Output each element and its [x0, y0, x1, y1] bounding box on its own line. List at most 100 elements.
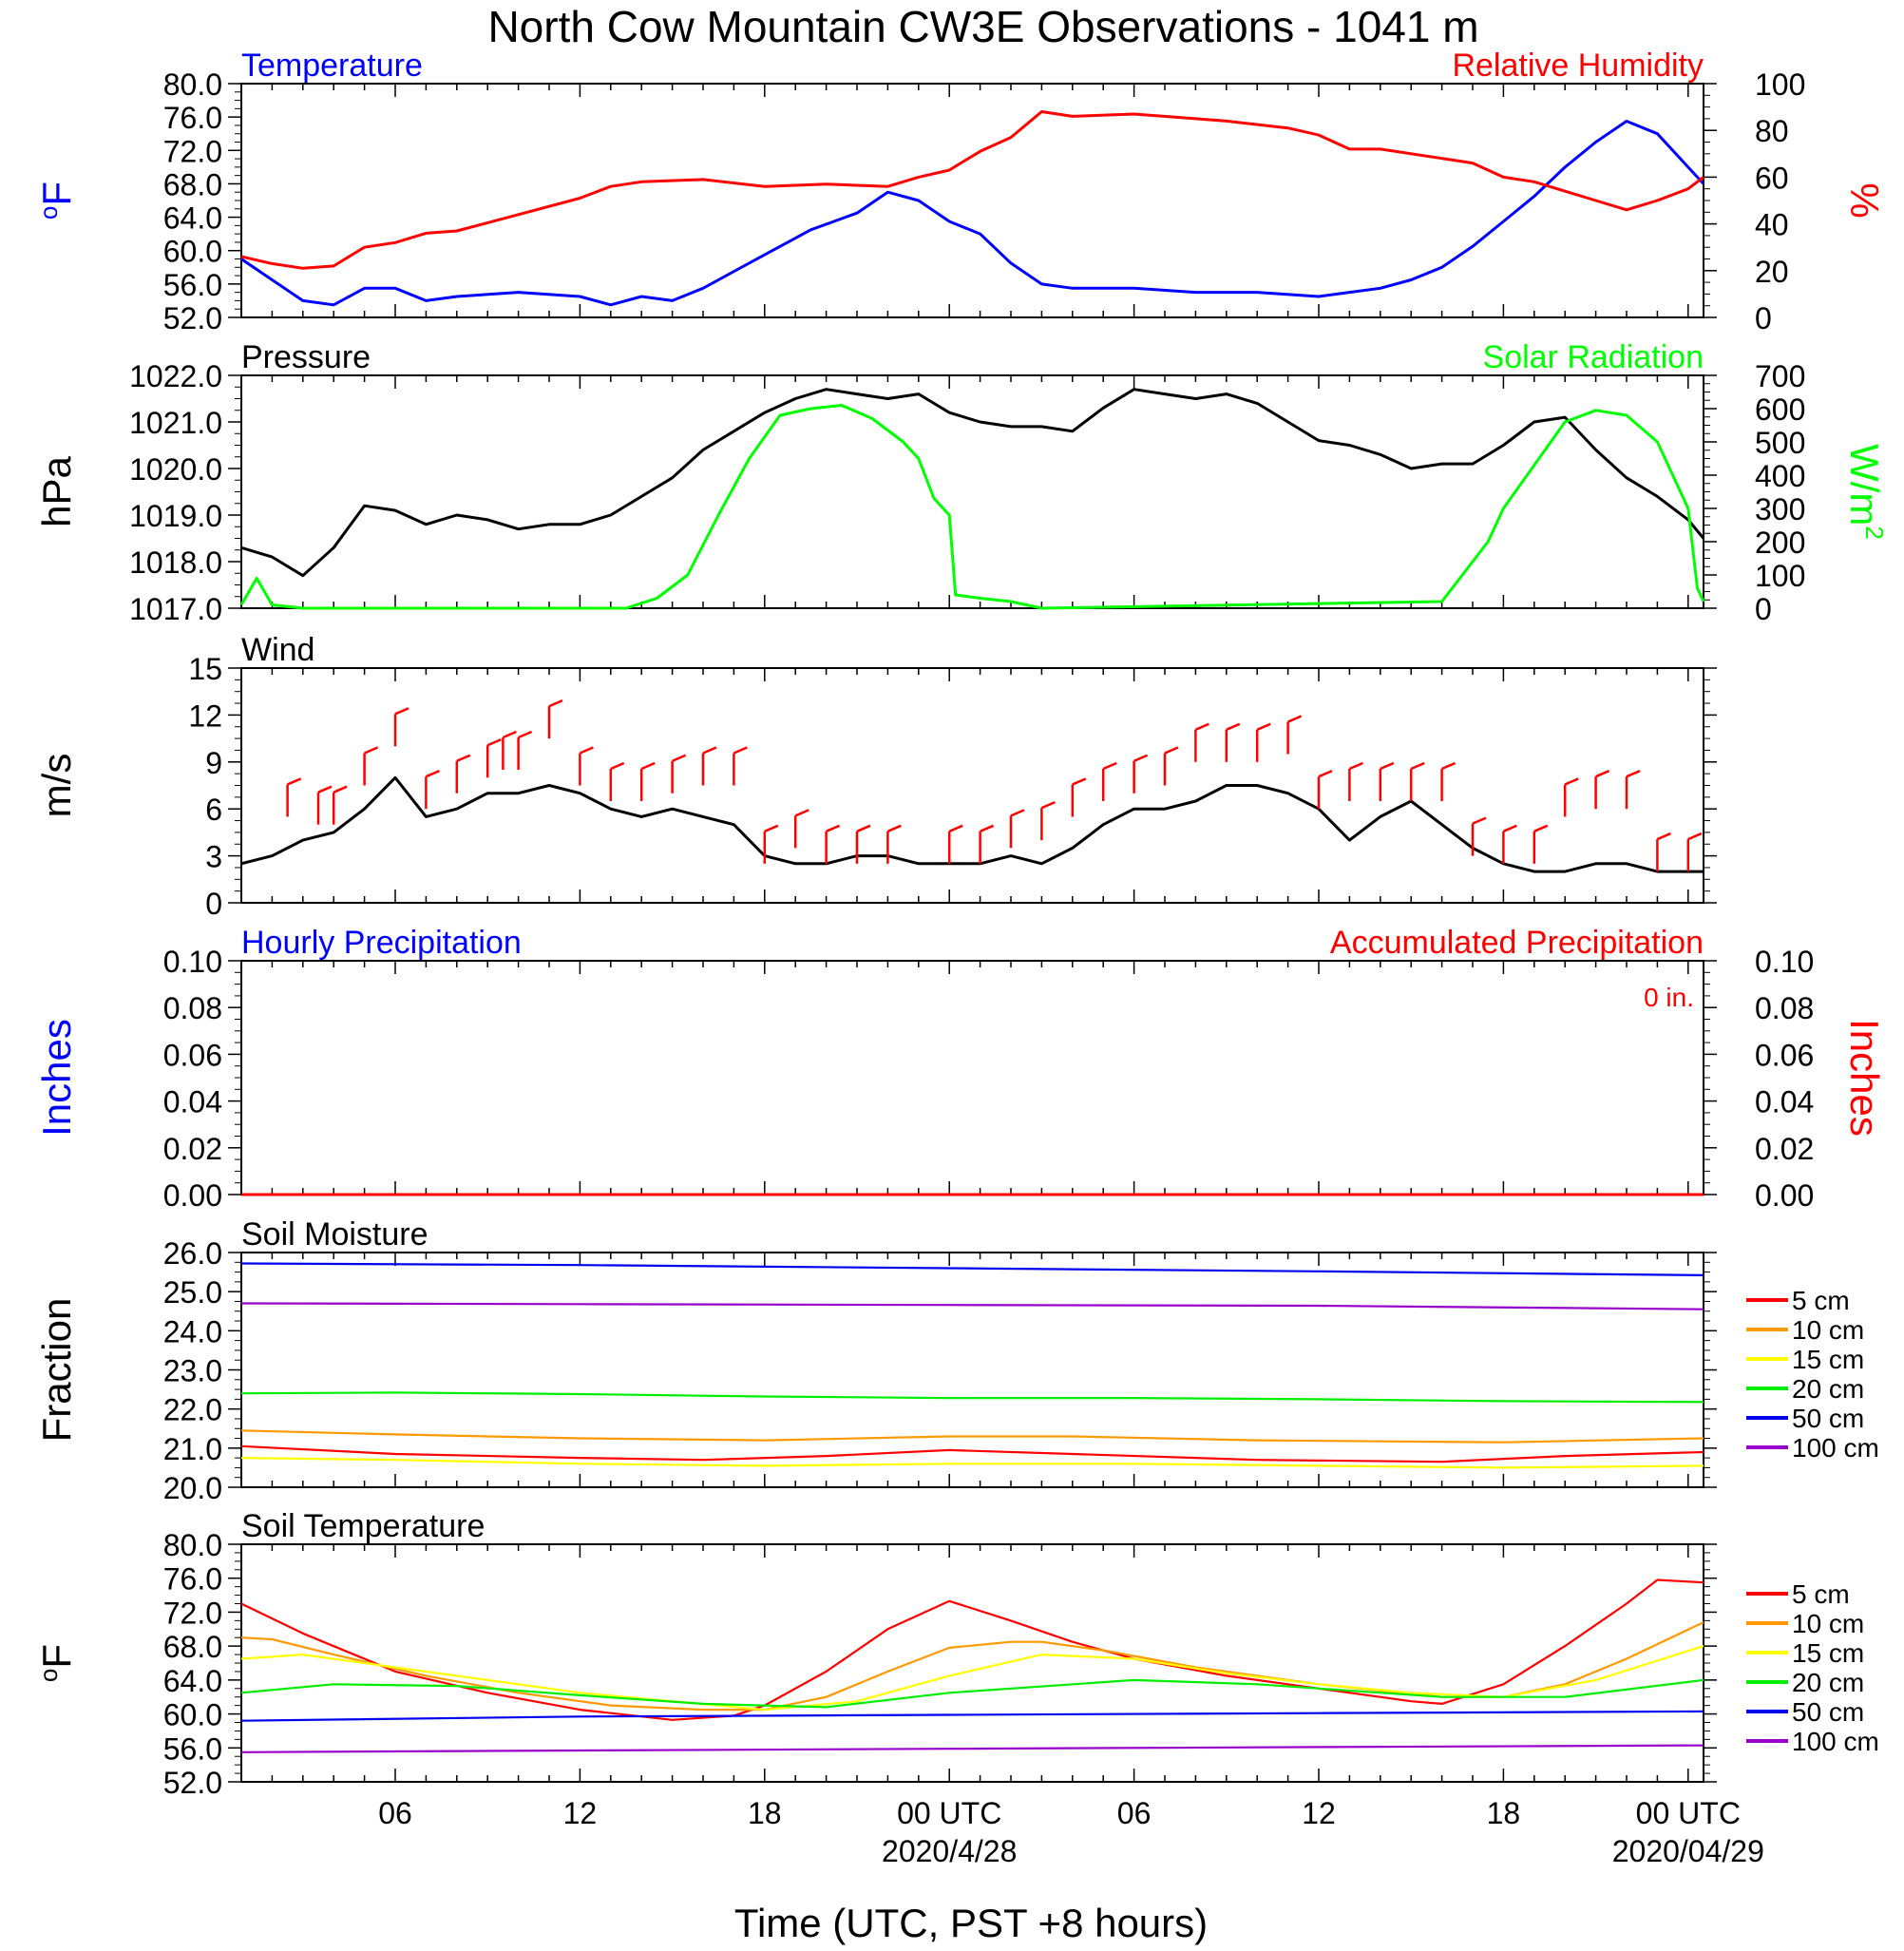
panel-title-left: Hourly Precipitation: [241, 925, 522, 961]
wind-barb-flag: [1473, 818, 1486, 824]
x-axis-label: Time (UTC, PST +8 hours): [734, 1901, 1208, 1945]
y-tick-label: 56.0: [163, 1731, 222, 1766]
series-5-cm: [241, 1580, 1704, 1720]
legend-label: 100 cm: [1792, 1727, 1879, 1756]
legend-label: 20 cm: [1792, 1374, 1864, 1404]
y-tick-label: 0.06: [163, 1038, 222, 1072]
wind-barb-flag: [1319, 771, 1332, 776]
y-axis-label-left: hPa: [34, 455, 79, 526]
wind-barb-flag: [1565, 778, 1578, 784]
series-50-cm: [241, 1712, 1704, 1721]
y-tick-label: 0: [205, 887, 222, 921]
wind-barbs: [288, 700, 1702, 871]
y-axis-label-left: oF: [34, 1644, 79, 1682]
legend-label: 100 cm: [1792, 1433, 1879, 1463]
panels: 52.056.060.064.068.072.076.080.002040608…: [34, 48, 1889, 1868]
panel-2: 1017.0 1018.0 1019.0 1020.0 1021.0 1022.0 0100…: [129, 339, 1805, 626]
plot-frame: [241, 84, 1704, 317]
y-tick-label: 9: [205, 746, 222, 780]
wind-barb-flag: [580, 748, 593, 754]
y-axis-label-right-sup: 2: [1860, 526, 1889, 539]
y-right-tick-label: 400: [1755, 459, 1805, 493]
y-axis-label-left: Inches: [34, 1019, 79, 1137]
legend-label: 15 cm: [1792, 1638, 1864, 1668]
y-tick-label: 12: [188, 698, 222, 733]
series-10-cm: [241, 1430, 1704, 1442]
wind-barb-flag: [365, 748, 378, 754]
wind-barb-flag: [1349, 763, 1362, 769]
panel-1: 52.056.060.064.068.072.076.080.0 0 20 40 60 8…: [163, 48, 1887, 335]
legend-label: 50 cm: [1792, 1404, 1864, 1433]
wind-barb-flag: [503, 732, 516, 737]
y-tick-label: 26.0: [163, 1236, 222, 1271]
depth-legend: 5 cm10 cm15 cm20 cm50 cm100 cm: [1746, 1579, 1879, 1756]
wind-barb-flag: [1288, 717, 1302, 722]
y-right-tick-label: 700: [1755, 359, 1805, 393]
wind-barb-flag: [733, 748, 747, 754]
panel-3: 03691215Wind: [188, 632, 1717, 921]
panel-title-right: Solar Radiation: [1483, 339, 1704, 375]
legend-label: 10 cm: [1792, 1315, 1864, 1345]
y-right-tick-label: 40: [1755, 208, 1789, 242]
y-right-tick-label: 100: [1755, 67, 1805, 102]
x-tick-label: 00 UTC: [1636, 1796, 1741, 1830]
x-tick-label: 18: [1487, 1796, 1521, 1830]
y-right-tick-label: 0.04: [1755, 1085, 1814, 1119]
wind-barb-flag: [1257, 724, 1270, 730]
y-axis-label-left: m/s: [34, 754, 79, 818]
panel-title-left: Wind: [241, 632, 314, 668]
y-axis-label-right: W/m2: [1842, 444, 1889, 540]
x-tick-label: 06: [378, 1796, 412, 1830]
panel-4: 0.00 0.02 0.04 0.06 0.08 0.10 0.00 0.02 0.04 0.06…: [163, 925, 1887, 1213]
series-100-cm: [241, 1304, 1704, 1310]
wind-barb-flag: [827, 826, 840, 832]
wind-barb-flag: [887, 826, 901, 832]
panel-title-left: Temperature: [241, 48, 423, 84]
y-tick-label: 0.08: [163, 991, 222, 1025]
wind-barb-flag: [1411, 763, 1424, 769]
y-right-tick-label: 500: [1755, 426, 1805, 460]
legend-label: 20 cm: [1792, 1668, 1864, 1697]
wind-barb-flag: [1627, 771, 1640, 776]
y-axis-label-left-unit: F: [34, 182, 79, 206]
plot-frame: [241, 961, 1704, 1195]
y-tick-label: 24.0: [163, 1314, 222, 1348]
y-tick-label: 80.0: [163, 67, 222, 102]
wind-barb-flag: [288, 778, 301, 784]
y-tick-label: 0.10: [163, 945, 222, 979]
y-tick-label: 15: [188, 652, 222, 686]
y-right-tick-label: 200: [1755, 526, 1805, 560]
y-axis-label-left-unit: F: [34, 1644, 79, 1669]
y-tick-label: 56.0: [163, 268, 222, 302]
y-tick-label: 0.00: [163, 1178, 222, 1213]
wind-barb-flag: [1596, 771, 1609, 776]
y-tick-label: 22.0: [163, 1393, 222, 1427]
wind-barb-flag: [795, 810, 809, 815]
y-right-tick-label: 0: [1755, 592, 1772, 626]
panel-title-right: Accumulated Precipitation: [1330, 925, 1704, 961]
y-axis-label-left-sup: o: [34, 206, 63, 220]
y-tick-label: 76.0: [163, 101, 222, 135]
wind-barb-flag: [1041, 802, 1055, 808]
legend-label: 15 cm: [1792, 1345, 1864, 1374]
y-right-tick-label: 0.02: [1755, 1132, 1814, 1166]
panel-title-right: Relative Humidity: [1452, 48, 1704, 84]
y-tick-label: 1018.0: [129, 545, 222, 580]
y-right-tick-label: 60: [1755, 161, 1789, 195]
y-tick-label: 64.0: [163, 201, 222, 236]
y-tick-label: 23.0: [163, 1354, 222, 1388]
series-wind-speed: [241, 777, 1704, 871]
y-axis-label-left: oF: [34, 182, 79, 220]
wind-barb-flag: [457, 756, 470, 761]
legend-label: 50 cm: [1792, 1697, 1864, 1727]
y-axis-label-right: %: [1842, 182, 1887, 218]
wind-barb-flag: [1165, 748, 1178, 754]
wind-barb-flag: [1442, 763, 1456, 769]
series-5-cm: [241, 1446, 1704, 1462]
wind-barb-flag: [1657, 833, 1670, 839]
y-tick-label: 64.0: [163, 1664, 222, 1698]
wind-barb-flag: [1195, 724, 1209, 730]
x-tick-label: 18: [748, 1796, 782, 1830]
y-tick-label: 1020.0: [129, 452, 222, 487]
